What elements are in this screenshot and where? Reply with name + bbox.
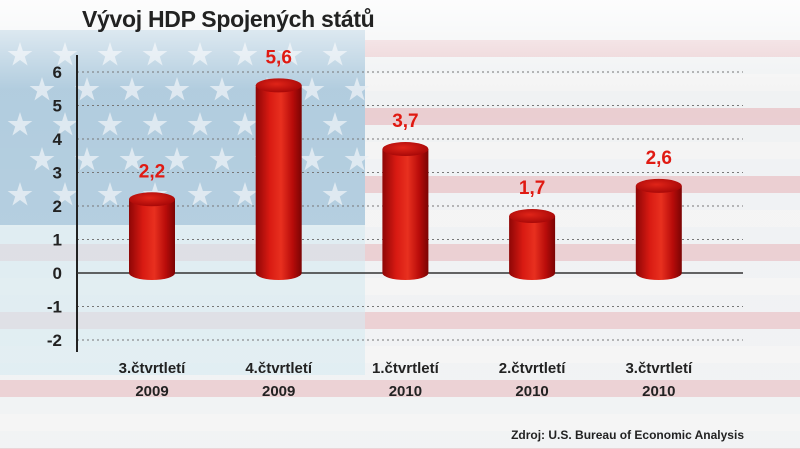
x-tick-label: 3.čtvrtletí: [119, 360, 187, 377]
x-tick-label: 2010: [642, 383, 675, 400]
bar: [509, 209, 556, 280]
y-tick-label: -2: [47, 331, 62, 350]
y-tick-label: -1: [47, 298, 62, 317]
y-tick-label: 5: [53, 97, 62, 116]
bar-top: [255, 78, 302, 93]
bar-top: [509, 209, 556, 224]
x-tick-label: 4.čtvrtletí: [245, 360, 313, 377]
x-tick-label: 2009: [135, 383, 168, 400]
bar-body: [255, 85, 302, 281]
bar: [129, 192, 175, 280]
x-tick-label: 1.čtvrtletí: [372, 360, 440, 377]
bar-body: [129, 199, 175, 280]
x-tick-label: 2.čtvrtletí: [499, 360, 567, 377]
x-tick-label: 2009: [262, 383, 295, 400]
data-label: 1,7: [519, 178, 545, 199]
bar-body: [635, 185, 682, 280]
y-tick-label: 6: [53, 63, 62, 82]
y-tick-label: 4: [53, 130, 63, 149]
bar: [635, 178, 682, 280]
chart-title: Vývoj HDP Spojených států: [82, 6, 375, 32]
bar: [382, 142, 429, 280]
bar-top: [129, 192, 175, 207]
data-label: 5,6: [265, 47, 291, 68]
data-label: 2,2: [139, 161, 165, 182]
y-tick-label: 1: [53, 231, 62, 250]
y-tick-label: 2: [53, 197, 62, 216]
y-tick-label: 0: [53, 264, 62, 283]
x-tick-label: 2010: [389, 383, 422, 400]
bar-top: [382, 142, 429, 157]
bar-top: [635, 178, 682, 193]
data-label: 2,6: [646, 148, 672, 169]
source-note: Zdroj: U.S. Bureau of Economic Analysis: [511, 428, 744, 442]
bar-body: [382, 149, 429, 280]
x-tick-label: 2010: [515, 383, 548, 400]
y-tick-label: 3: [53, 164, 62, 183]
data-label: 3,7: [392, 111, 418, 132]
bar: [255, 78, 302, 281]
x-tick-label: 3.čtvrtletí: [625, 360, 693, 377]
bar-body: [509, 216, 556, 280]
